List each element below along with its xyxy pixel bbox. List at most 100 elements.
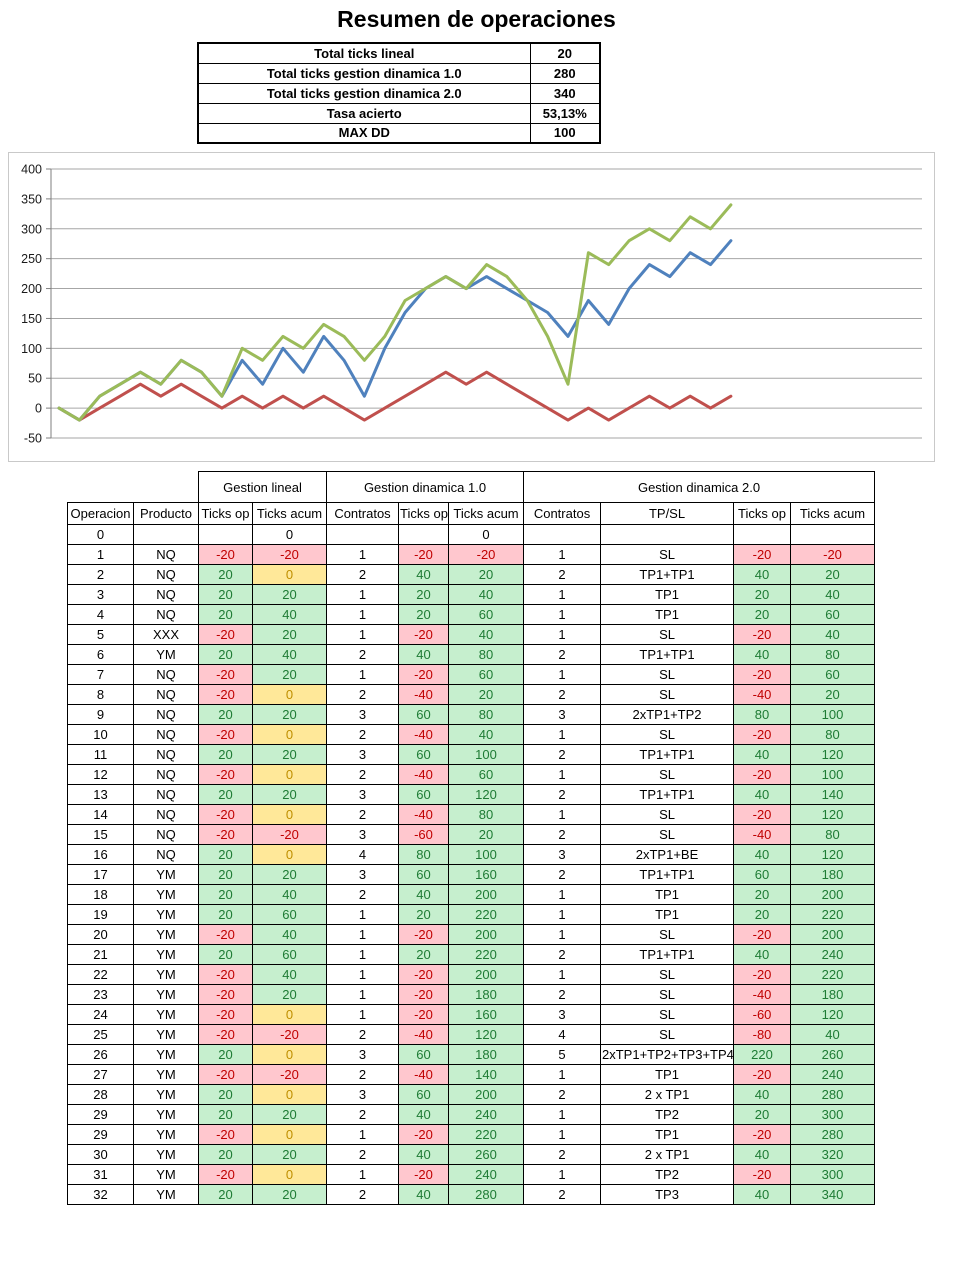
cell-d1-contratos: 3 [326, 704, 399, 725]
cell-d2-ticks-acum: 200 [790, 924, 876, 945]
summary-value: 53,13% [529, 102, 601, 124]
cell-d2-ticks-op: 20 [733, 1104, 792, 1125]
summary-label: MAX DD [197, 122, 531, 144]
cell-d2-tpsl: 2xTP1+TP2+TP3+TP4 [600, 1044, 735, 1065]
cell-d2-ticks-acum: 280 [790, 1124, 876, 1145]
table-row: 0 0 0 [67, 524, 876, 545]
cell-lineal-ticks-op: -20 [198, 924, 253, 945]
cell-lineal-ticks-acum: 20 [252, 704, 327, 725]
cell-d1-ticks-acum: 80 [447, 804, 525, 825]
cell-lineal-ticks-acum: 20 [252, 744, 327, 765]
cell-lineal-ticks-op: -20 [198, 684, 253, 705]
cell-d2-contratos: 1 [523, 904, 602, 925]
cell-lineal-ticks-op: 20 [198, 864, 253, 885]
cell-d2-tpsl: SL [600, 824, 735, 845]
cell-d2-contratos: 2 [523, 1084, 602, 1105]
cell-d1-ticks-op: -20 [398, 664, 449, 685]
cell-lineal-ticks-op: 20 [198, 564, 253, 585]
column-header-d2-tpsl: TP/SL [600, 502, 735, 525]
cell-d2-ticks-op [733, 524, 792, 545]
cell-d2-contratos: 3 [523, 844, 602, 865]
cell-lineal-ticks-acum: 40 [252, 924, 327, 945]
y-tick-label: 400 [21, 163, 42, 177]
cell-d2-ticks-acum: 260 [790, 1044, 876, 1065]
cell-lineal-ticks-op: 20 [198, 904, 253, 925]
cell-d1-contratos: 2 [326, 1144, 399, 1165]
cell-producto: YM [133, 964, 199, 985]
cell-d1-ticks-op: -20 [398, 1164, 449, 1185]
cell-d1-ticks-op: -20 [398, 924, 449, 945]
table-row: 24 YM -20 0 1 -20 160 3 SL -60 120 [67, 1004, 876, 1025]
cell-d2-tpsl: TP1+TP1 [600, 744, 735, 765]
cell-lineal-ticks-acum: 40 [252, 964, 327, 985]
cell-d1-contratos: 1 [326, 584, 399, 605]
cell-d2-ticks-acum: 40 [790, 624, 876, 645]
cell-operacion: 23 [67, 984, 134, 1005]
cell-d2-ticks-op: 40 [733, 564, 792, 585]
cell-d2-tpsl: 2 x TP1 [600, 1084, 735, 1105]
column-header-operacion: Operacion [67, 502, 134, 525]
cell-lineal-ticks-acum: 40 [252, 884, 327, 905]
cell-d1-contratos: 1 [326, 984, 399, 1005]
cell-lineal-ticks-acum: 40 [252, 644, 327, 665]
cell-d2-ticks-op: -20 [733, 1164, 792, 1185]
cell-d2-ticks-acum [790, 524, 876, 545]
cell-d2-ticks-acum: 120 [790, 804, 876, 825]
table-row: 15 NQ -20 -20 3 -60 20 2 SL -40 80 [67, 824, 876, 845]
cell-d2-tpsl: TP1 [600, 884, 735, 905]
cell-d1-contratos: 1 [326, 624, 399, 645]
cell-lineal-ticks-acum: 0 [252, 684, 327, 705]
cell-d2-ticks-acum: 300 [790, 1164, 876, 1185]
cell-d1-ticks-op: -40 [398, 724, 449, 745]
cell-d2-ticks-acum: 100 [790, 704, 876, 725]
cell-producto: YM [133, 944, 199, 965]
cell-lineal-ticks-op [198, 524, 253, 545]
cell-d2-tpsl: TP1 [600, 1124, 735, 1145]
cell-d2-ticks-acum: 100 [790, 764, 876, 785]
column-header-row: Operacion Producto Ticks op Ticks acum Contr… [67, 502, 876, 525]
cell-lineal-ticks-acum: 20 [252, 584, 327, 605]
cell-lineal-ticks-acum: -20 [252, 824, 327, 845]
cell-lineal-ticks-op: -20 [198, 824, 253, 845]
summary-value: 100 [529, 122, 601, 144]
cell-d2-contratos: 2 [523, 644, 602, 665]
cell-d1-contratos: 3 [326, 1084, 399, 1105]
cell-d1-ticks-op: 20 [398, 584, 449, 605]
cell-d2-ticks-acum: 80 [790, 724, 876, 745]
table-row: 4 NQ 20 40 1 20 60 1 TP1 20 60 [67, 604, 876, 625]
cell-producto: NQ [133, 724, 199, 745]
cell-lineal-ticks-op: 20 [198, 604, 253, 625]
cell-producto: NQ [133, 704, 199, 725]
cell-d1-ticks-op: 60 [398, 744, 449, 765]
cell-d1-contratos: 3 [326, 784, 399, 805]
cell-d1-ticks-acum: 20 [447, 564, 525, 585]
cell-lineal-ticks-acum: 20 [252, 1104, 327, 1125]
cell-operacion: 17 [67, 864, 134, 885]
table-row: 6 YM 20 40 2 40 80 2 TP1+TP1 40 80 [67, 644, 876, 665]
cell-d1-ticks-op: 20 [398, 604, 449, 625]
cell-d1-ticks-acum: 160 [447, 1004, 525, 1025]
summary-row: Tasa acierto 53,13% [197, 102, 601, 124]
cell-d1-ticks-acum: 180 [447, 984, 525, 1005]
cell-lineal-ticks-acum: 60 [252, 944, 327, 965]
cell-d2-ticks-acum: 40 [790, 1024, 876, 1045]
cell-operacion: 13 [67, 784, 134, 805]
cell-operacion: 8 [67, 684, 134, 705]
cell-d2-tpsl: TP1+TP1 [600, 864, 735, 885]
cell-d1-ticks-op: 20 [398, 944, 449, 965]
cell-producto: NQ [133, 604, 199, 625]
cell-d1-contratos: 2 [326, 1184, 399, 1205]
cell-producto: YM [133, 924, 199, 945]
cell-d2-contratos: 2 [523, 1144, 602, 1165]
cell-d1-ticks-op: -20 [398, 1004, 449, 1025]
group-header: Gestion dinamica 1.0 [325, 471, 525, 503]
cell-operacion: 12 [67, 764, 134, 785]
table-row: 29 YM -20 0 1 -20 220 1 TP1 -20 280 [67, 1124, 876, 1145]
cell-d1-ticks-op: 40 [398, 1104, 449, 1125]
cell-d1-ticks-acum: 240 [447, 1104, 525, 1125]
y-tick-label: 350 [21, 192, 42, 206]
cell-d2-ticks-op: -80 [733, 1024, 792, 1045]
cell-producto: NQ [133, 564, 199, 585]
cell-d1-ticks-acum: 160 [447, 864, 525, 885]
cell-producto: YM [133, 1084, 199, 1105]
